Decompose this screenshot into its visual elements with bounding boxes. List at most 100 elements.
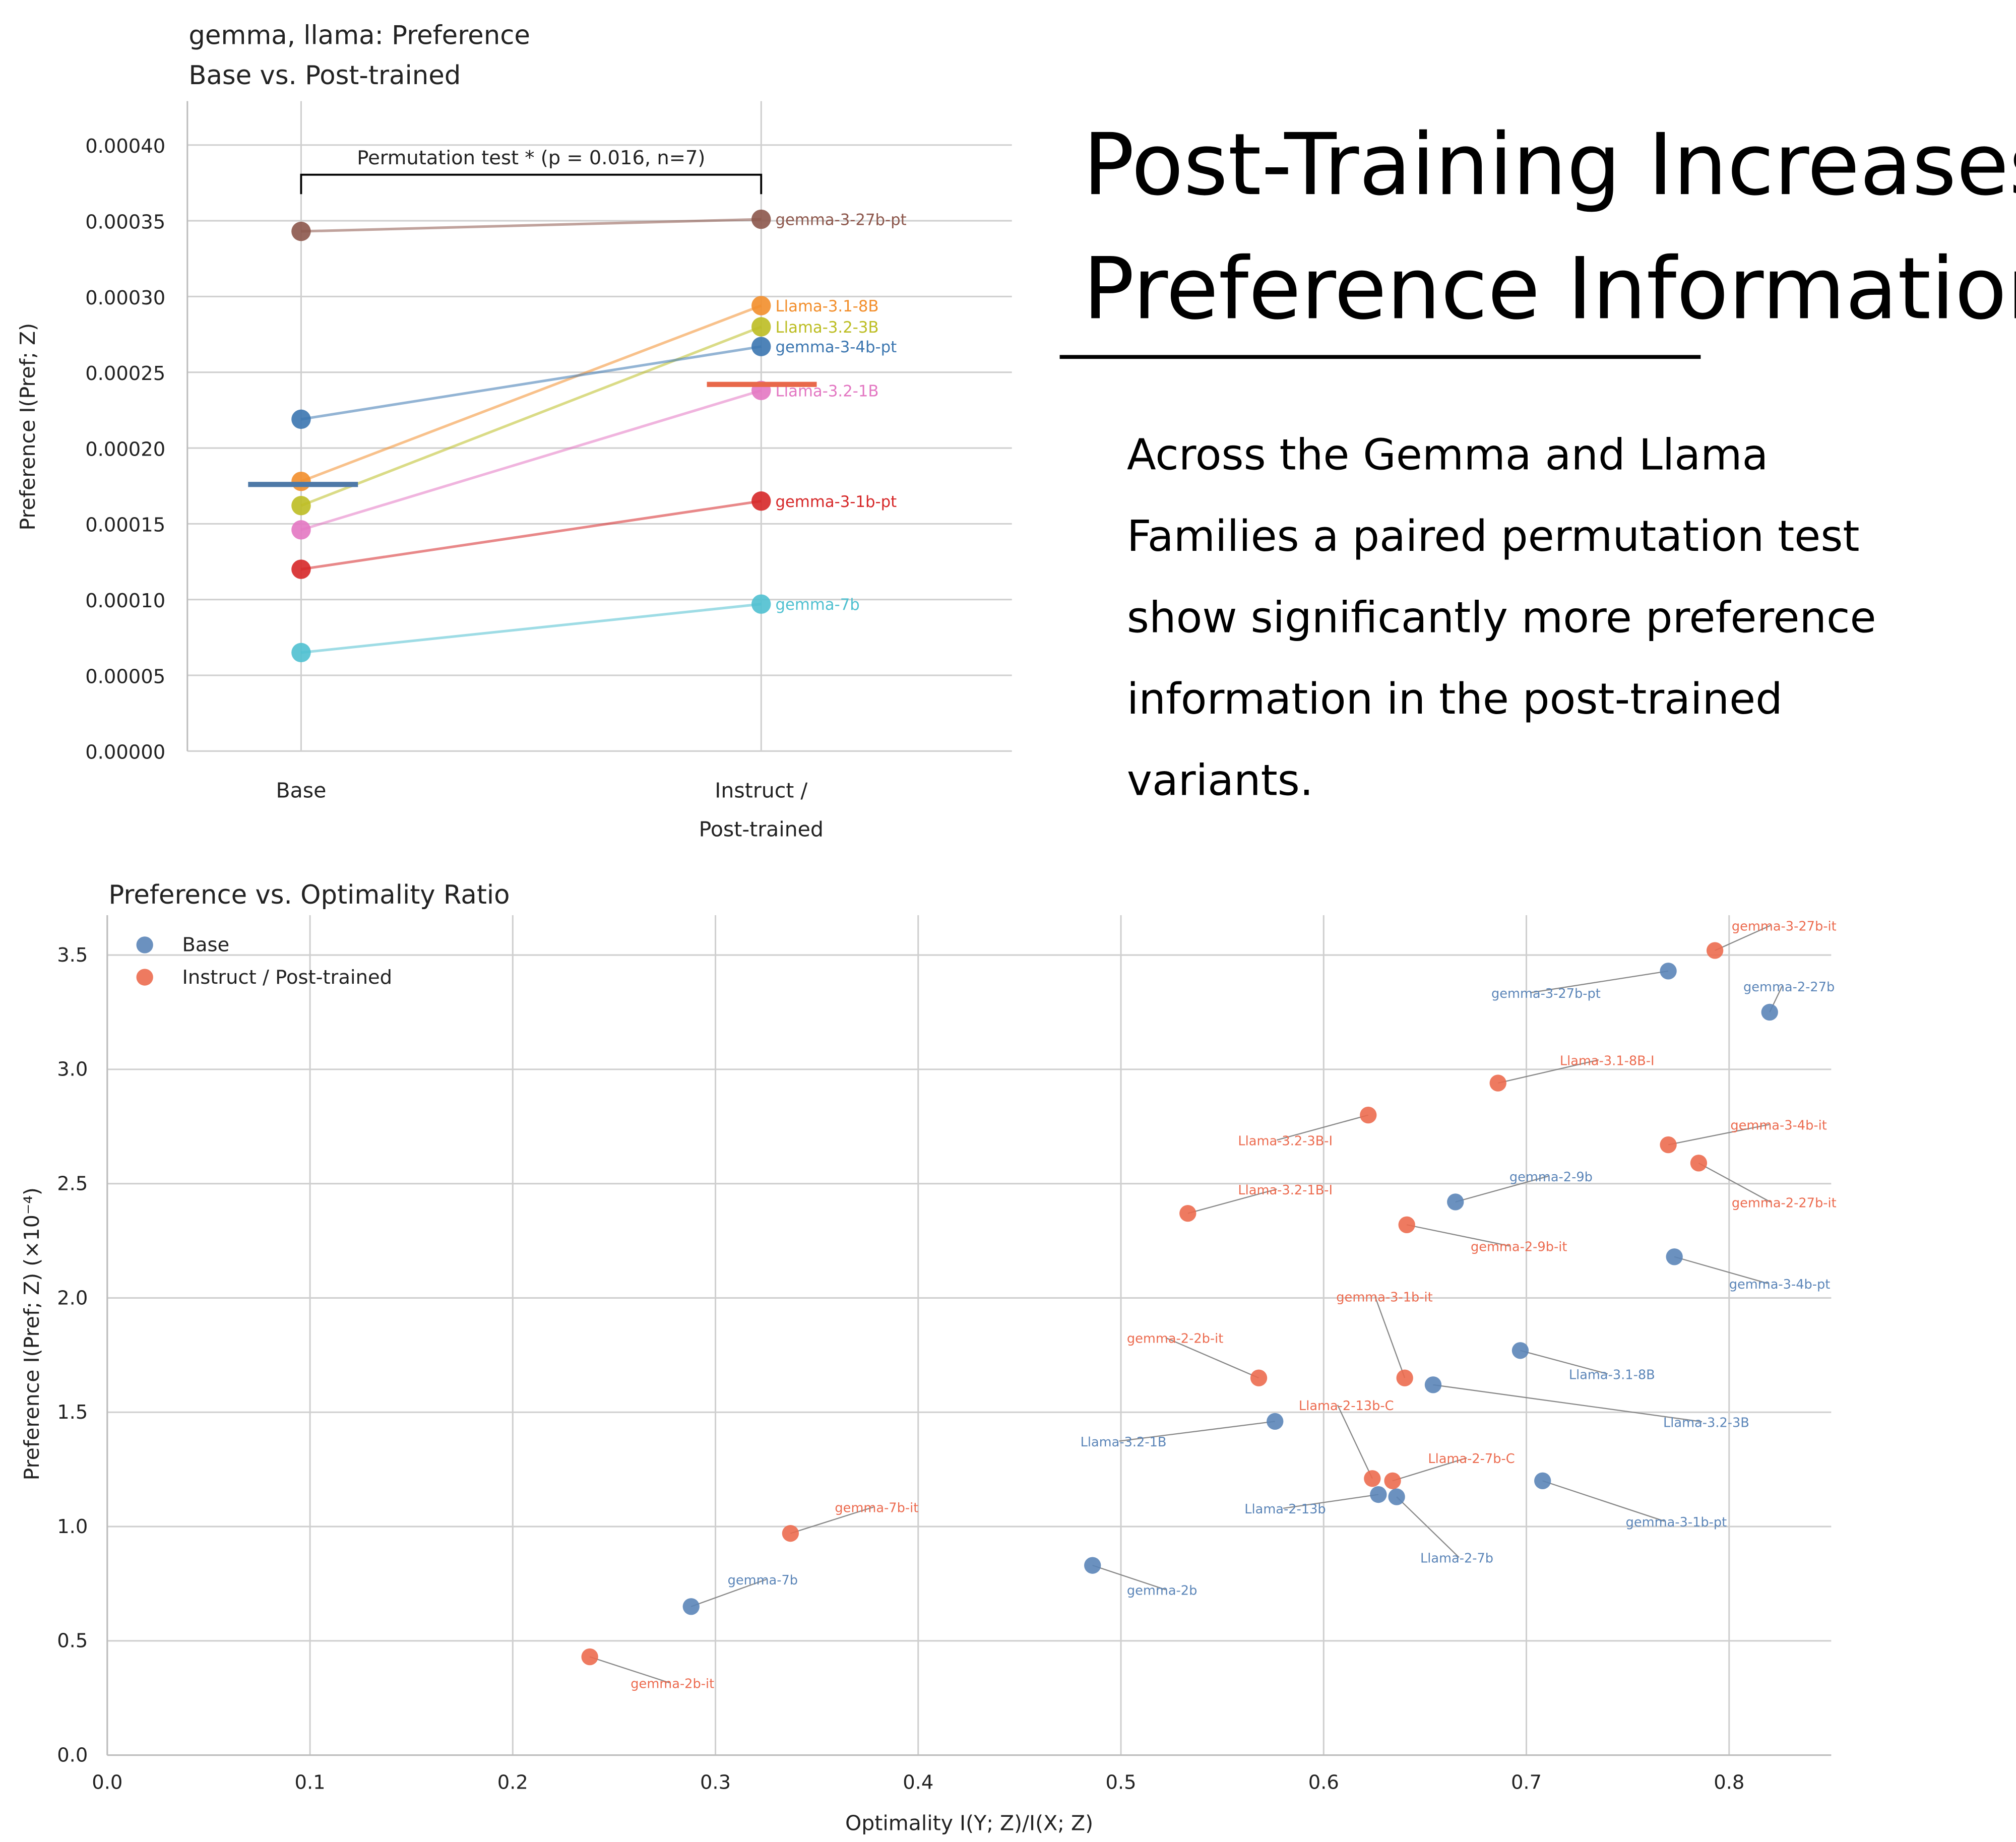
x-tick-label: 0.6 (1308, 1771, 1339, 1794)
y-tick-label: 0.00000 (85, 741, 165, 764)
scatter-point (1489, 1074, 1506, 1092)
x-tick-label: 0.1 (294, 1771, 325, 1794)
point-label: gemma-3-27b-it (1732, 919, 1837, 934)
top-chart-title-line-2: Base vs. Post-trained (188, 60, 461, 91)
point-label: Llama-3.2-1B-I (1238, 1183, 1333, 1198)
point-label: gemma-3-1b-pt (1626, 1515, 1727, 1530)
significance-bracket (300, 173, 763, 195)
label-leader-line (589, 1656, 670, 1684)
label-leader-line (1698, 1162, 1771, 1203)
point-label: gemma-3-1b-it (1336, 1290, 1432, 1305)
label-leader-line (690, 1578, 767, 1607)
point-label: Llama-2-13b (1244, 1502, 1326, 1517)
point-label: gemma-3-27b-pt (1491, 986, 1601, 1001)
point-base-gemma-3-27b-pt (291, 221, 311, 241)
y-tick-label: 0.0 (57, 1744, 88, 1766)
scatter-point (1666, 1248, 1683, 1265)
x-tick-label: 0.2 (497, 1771, 528, 1794)
point-label: Llama-3.1-8B (1569, 1367, 1655, 1382)
label-leader-line (1374, 1296, 1406, 1378)
point-post-gemma-7b (751, 594, 771, 614)
point-label: gemma-2-9b-it (1471, 1240, 1567, 1255)
paired-slope-chart: 0.00000 0.00005 0.00010 0.00015 0.00020 0.000… (16, 101, 1012, 842)
y-tick-label: 1.5 (57, 1401, 88, 1424)
label-leader-line (1520, 1350, 1608, 1375)
x-tick-label: 0.8 (1714, 1771, 1744, 1794)
point-label: Llama-3.1-8B-I (1560, 1053, 1655, 1068)
headline-body-line-3: show significantly more preference (1127, 592, 1876, 642)
y-axis-label: Preference I(Pref; Z) (×10⁻⁴) (20, 1187, 44, 1480)
legend-label: Instruct / Post-trained (182, 966, 393, 989)
series-label: gemma-3-1b-pt (775, 493, 897, 511)
point-base-Llama-3.2-1B (291, 520, 311, 540)
series-label: Llama-3.1-8B (775, 297, 878, 315)
point-label: Llama-2-13b-C (1299, 1399, 1394, 1414)
scatter-point (1396, 1369, 1413, 1386)
label-leader-line (1187, 1188, 1277, 1214)
series-line-gemma-3-27b-pt (301, 218, 762, 233)
scatter-point (1398, 1216, 1415, 1233)
label-leader-line (1455, 1175, 1549, 1203)
series-label: gemma-7b (775, 596, 859, 614)
scatter-point (1706, 942, 1724, 959)
x-tick-label: 0.5 (1105, 1771, 1136, 1794)
point-label: gemma-3-4b-pt (1729, 1277, 1831, 1292)
series-line-Llama-3.1-8B (300, 304, 762, 483)
label-leader-line (1283, 1494, 1379, 1509)
point-label: gemma-2b-it (631, 1676, 714, 1691)
x-category-label: Base (276, 779, 326, 803)
y-tick-label: 3.5 (57, 944, 88, 967)
label-leader-line (1674, 1256, 1769, 1284)
scatter-point (1179, 1204, 1196, 1222)
y-tick-label: 0.00010 (85, 590, 165, 612)
label-leader-line (1165, 1337, 1259, 1379)
headline-body-line-2: Families a paired permutation test (1127, 511, 1860, 561)
scatter-point (1364, 1470, 1381, 1487)
y-tick-label: 0.00015 (85, 514, 165, 537)
point-post-gemma-3-4b-pt (751, 337, 771, 356)
y-tick-label: 1.0 (57, 1515, 88, 1538)
point-label: Llama-3.2-3B-I (1238, 1133, 1333, 1149)
point-label: Llama-2-7b (1420, 1551, 1493, 1566)
point-label: gemma-2b (1127, 1583, 1197, 1599)
y-tick-label: 3.0 (57, 1058, 88, 1081)
y-tick-label: 0.00005 (85, 665, 165, 688)
x-axis-label: Optimality I(Y; Z)/I(X; Z) (845, 1811, 1093, 1835)
series-line-gemma-3-1b-pt (301, 499, 762, 571)
scatter-point (1660, 1136, 1677, 1154)
x-tick-label: 0.3 (700, 1771, 731, 1794)
scatter-point (581, 1648, 598, 1666)
headline-body-line-1: Across the Gemma and Llama (1127, 429, 1768, 479)
scatter-point (1511, 1342, 1529, 1359)
headline-body-line-4: information in the post-trained (1127, 674, 1783, 724)
series-line-gemma-7b (301, 603, 762, 654)
y-tick-label: 0.00020 (85, 438, 165, 461)
x-category-label: Post-trained (699, 817, 824, 842)
point-post-gemma-3-1b-pt (751, 491, 771, 511)
headline-title-line-2: Preference Information (1083, 239, 2016, 338)
series-label: gemma-3-27b-pt (775, 211, 906, 229)
scatter-point (1384, 1472, 1401, 1489)
label-leader-line (1668, 1124, 1770, 1146)
x-tick-label: 0.4 (903, 1771, 933, 1794)
scatter-point (1388, 1488, 1405, 1505)
point-label: gemma-2-2b-it (1127, 1331, 1223, 1347)
label-leader-line (1277, 1114, 1369, 1141)
y-axis-label: Preference I(Pref; Z) (16, 323, 40, 531)
point-post-Llama-3.2-3B (751, 317, 771, 337)
scatter-point (1534, 1472, 1551, 1489)
series-line-Llama-3.2-1B (300, 389, 762, 531)
label-leader-line (1392, 1457, 1467, 1482)
point-label: Llama-2-7b-C (1428, 1451, 1515, 1467)
x-category-label: Instruct / (715, 779, 807, 803)
headline-body-line-5: variants. (1127, 755, 1313, 805)
point-base-Llama-3.2-3B (291, 496, 311, 516)
point-post-gemma-3-27b-pt (751, 209, 771, 229)
y-tick-label: 0.5 (57, 1630, 88, 1653)
scatter-point (1084, 1557, 1101, 1574)
y-tick-label: 0.00030 (85, 287, 165, 309)
label-leader-line (1433, 1384, 1703, 1423)
series-line-gemma-3-4b-pt (301, 345, 762, 421)
label-leader-line (790, 1506, 874, 1534)
scatter-point (1267, 1413, 1284, 1430)
